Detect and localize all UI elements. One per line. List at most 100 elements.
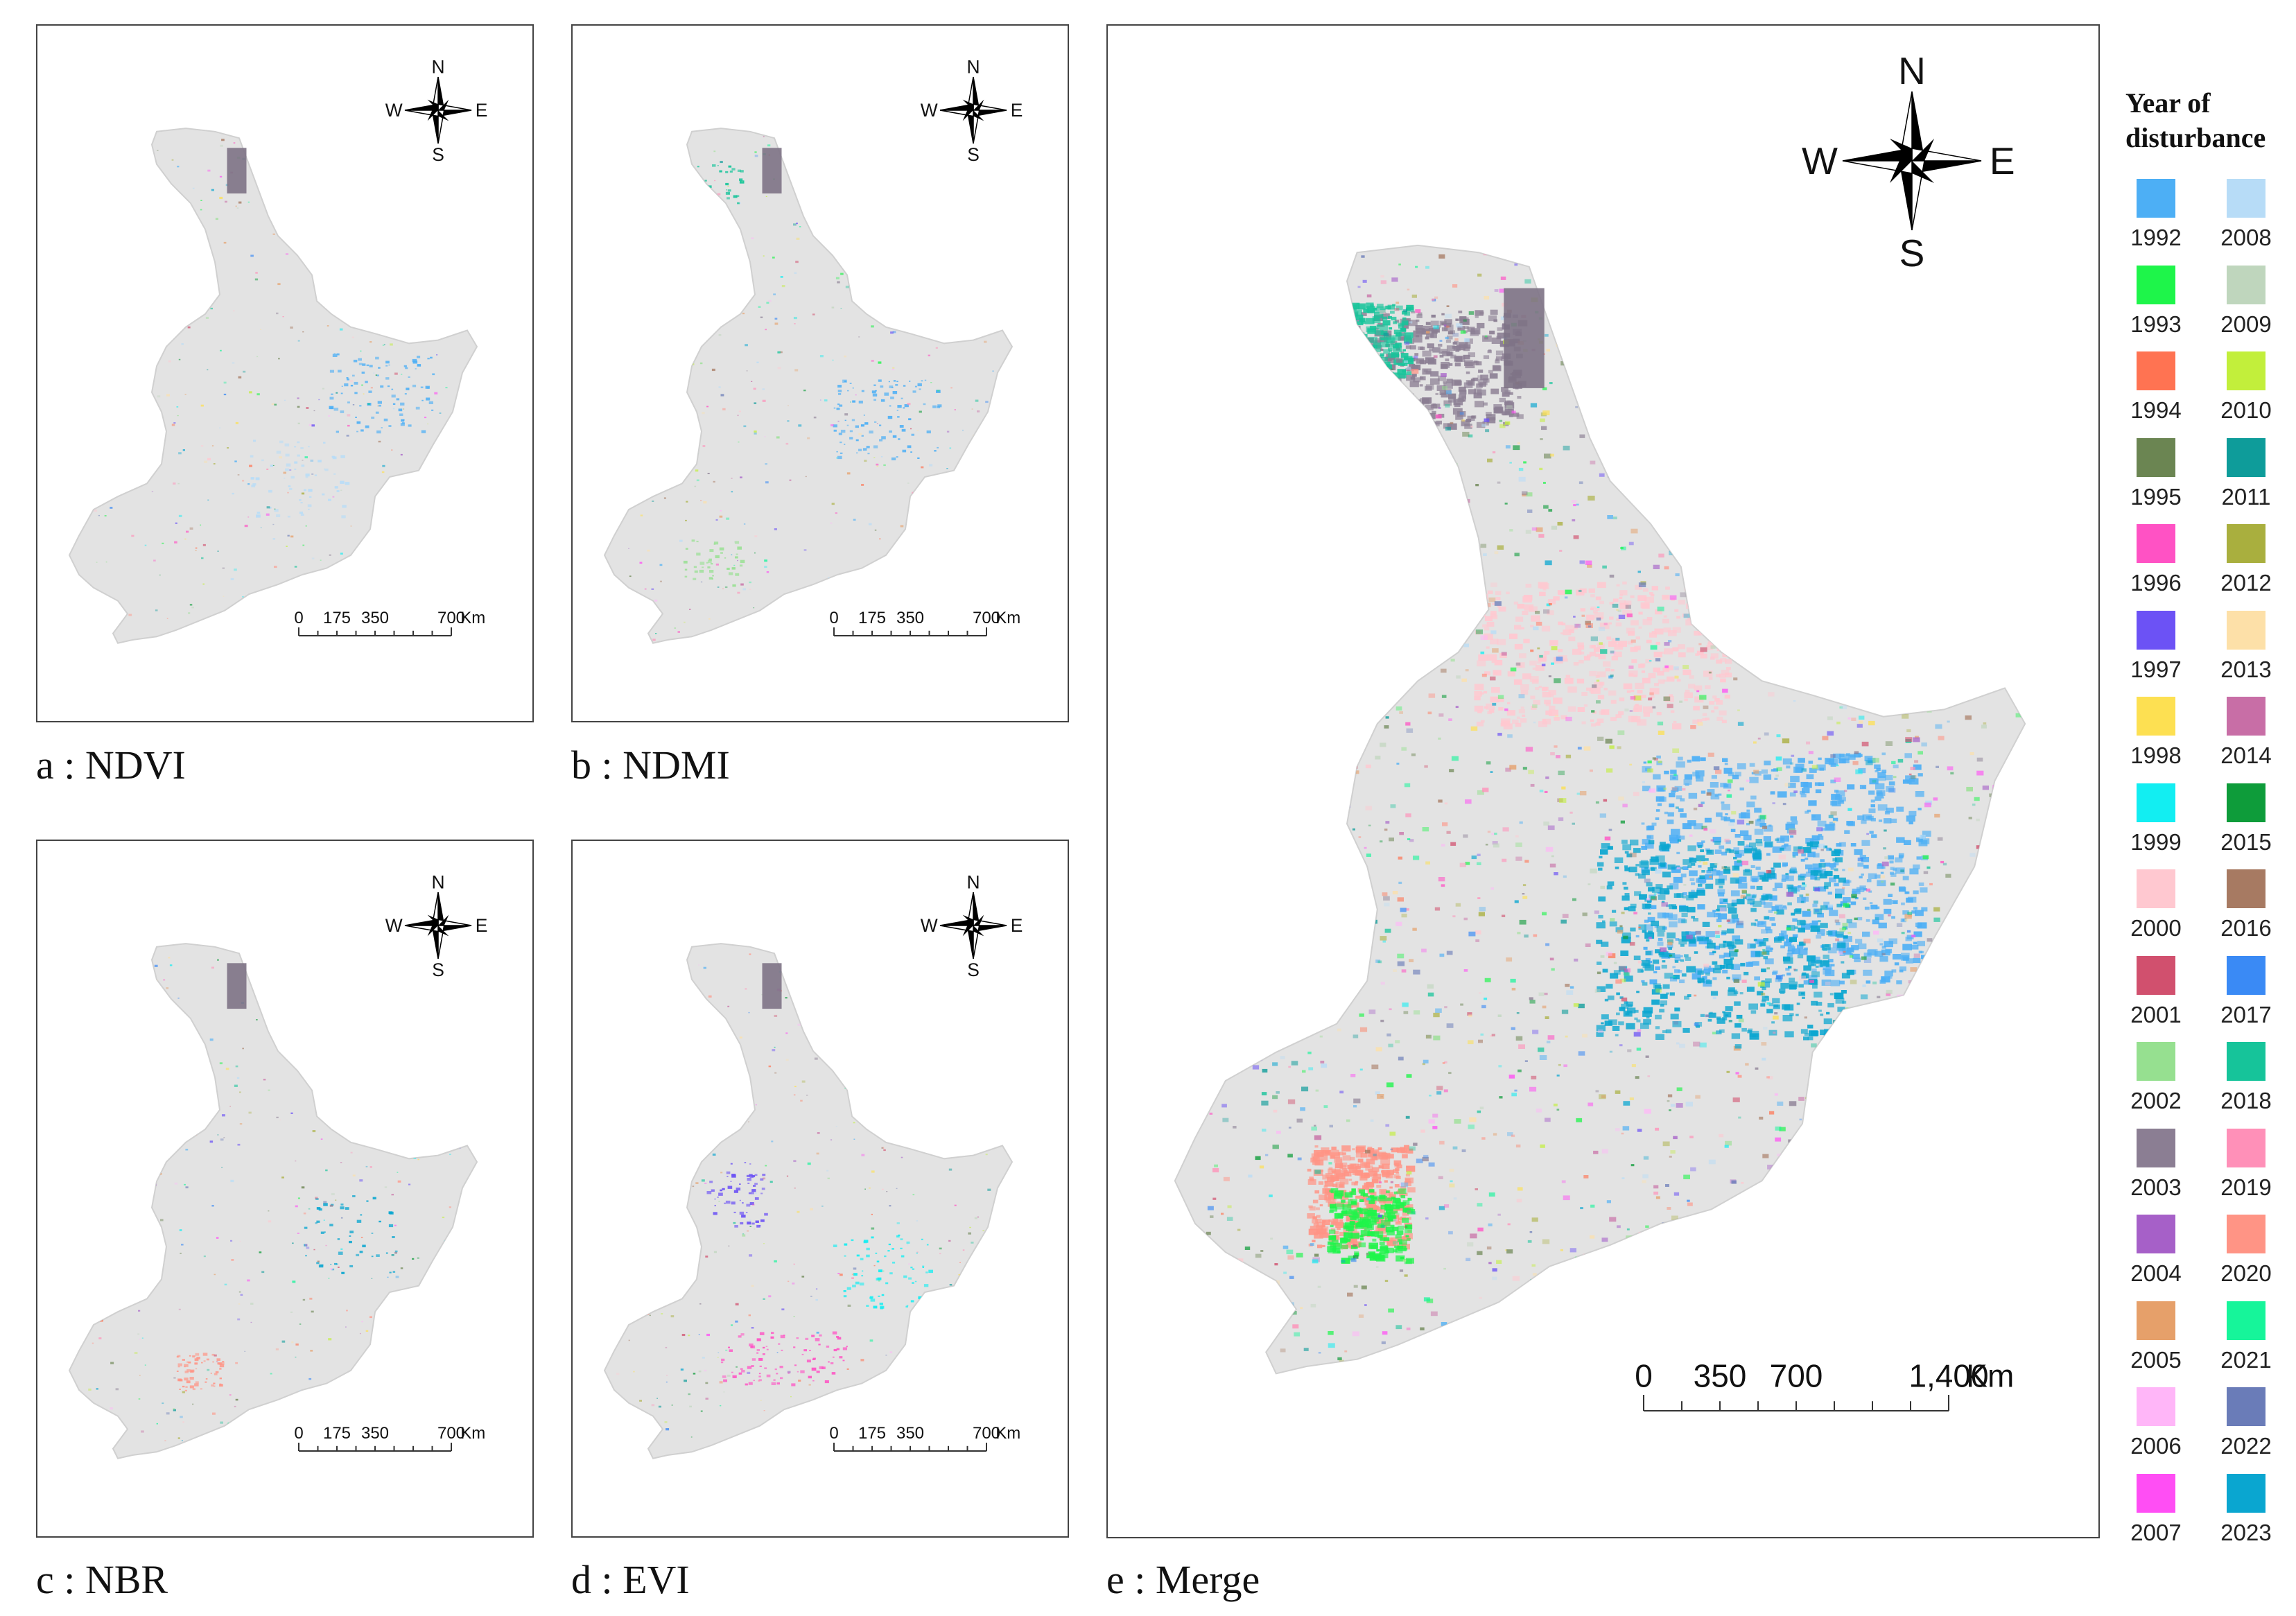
legend-swatch	[2227, 610, 2265, 650]
legend-item-1993: 1993	[2121, 265, 2191, 338]
compass-w-label: W	[921, 100, 938, 121]
legend-year-label: 2007	[2130, 1519, 2182, 1545]
scale-unit-label: Km	[1966, 1358, 2014, 1394]
legend-year-label: 2018	[2220, 1088, 2272, 1113]
legend-swatch	[2137, 1473, 2175, 1513]
legend-item-2002: 2002	[2121, 1042, 2191, 1114]
legend-year-label: 1999	[2130, 828, 2182, 855]
compass-s-label: S	[967, 144, 980, 165]
compass-w-label: W	[921, 915, 938, 936]
scale-tick-label: 350	[361, 1424, 389, 1443]
region-outline	[603, 128, 1014, 644]
legend-item-2005: 2005	[2121, 1301, 2191, 1373]
compass-n-label: N	[966, 56, 980, 77]
legend-year-label: 2010	[2220, 397, 2272, 423]
scale-tick-label: 350	[361, 609, 389, 627]
scale-unit-label: Km	[995, 609, 1020, 627]
legend-title-line2: disturbance	[2125, 122, 2266, 153]
legend-year-label: 2023	[2220, 1519, 2272, 1545]
compass-n-label: N	[1898, 49, 1926, 92]
scale-tick-label: 175	[858, 609, 886, 627]
legend-year-label: 2003	[2130, 1174, 2182, 1200]
legend-item-2012: 2012	[2211, 524, 2281, 596]
legend-year-label: 2004	[2130, 1260, 2182, 1286]
legend-item-1994: 1994	[2121, 351, 2191, 424]
scale-tick-label: 175	[858, 1424, 886, 1443]
legend-item-2020: 2020	[2211, 1215, 2281, 1287]
legend-year-label: 2005	[2130, 1346, 2182, 1373]
legend-year-label: 2019	[2220, 1174, 2272, 1200]
legend-swatch	[2137, 437, 2175, 477]
disturbance-block-2003	[1504, 288, 1545, 388]
disturbance-block-2003	[227, 148, 247, 194]
legend-swatch	[2137, 1128, 2175, 1167]
legend-item-2022: 2022	[2211, 1387, 2281, 1459]
legend-year-label: 2011	[2221, 483, 2271, 510]
legend-swatch	[2137, 524, 2175, 563]
legend-year-label: 1993	[2130, 311, 2182, 337]
legend-year-label: 2008	[2220, 225, 2272, 250]
legend-swatch	[2227, 179, 2265, 218]
legend-swatch	[2227, 1128, 2265, 1167]
legend-item-2007: 2007	[2121, 1473, 2191, 1546]
legend-year-label: 2009	[2220, 311, 2272, 337]
caption-b: b : NDMI	[571, 742, 730, 788]
legend-title: Year of disturbance	[2125, 86, 2265, 155]
scale-unit-label: Km	[460, 609, 485, 627]
legend-item-2016: 2016	[2211, 869, 2281, 941]
scale-tick-label: 350	[1694, 1358, 1747, 1394]
scale-tick-label: 0	[829, 1424, 838, 1443]
legend-swatch	[2227, 1301, 2265, 1340]
north-arrow-compass: N S E W	[921, 56, 1023, 164]
scale-tick-label: 350	[896, 1424, 924, 1443]
legend-swatch	[2137, 265, 2175, 304]
panel-c-nbr-map: N S E W 0 175 350 700 Km	[36, 840, 534, 1538]
legend-swatch	[2227, 1042, 2265, 1081]
legend-swatch	[2137, 1042, 2175, 1081]
compass-s-label: S	[432, 144, 444, 165]
legend-swatch	[2137, 1301, 2175, 1340]
caption-a: a : NDVI	[36, 742, 186, 788]
legend-item-2009: 2009	[2211, 265, 2281, 338]
scale-tick-label: 700	[1770, 1358, 1823, 1394]
legend-year-label: 1997	[2130, 656, 2182, 682]
scale-tick-label: 175	[323, 1424, 351, 1443]
caption-e: e : Merge	[1106, 1557, 1260, 1602]
compass-s-label: S	[432, 959, 444, 980]
legend-year-label: 2022	[2220, 1433, 2272, 1459]
panel-d-evi-map: N S E W 0 175 350 700 Km	[571, 840, 1069, 1538]
legend-item-1997: 1997	[2121, 610, 2191, 683]
compass-s-label: S	[1899, 232, 1925, 275]
compass-w-label: W	[385, 915, 403, 936]
scale-tick-label: 1,400	[1908, 1358, 1988, 1394]
scale-tick-label: 350	[896, 609, 924, 627]
north-arrow-compass: N S E W	[385, 56, 488, 164]
panel-a-ndvi-map: N S E W 0 175 350 700 Km	[36, 24, 534, 722]
caption-d: d : EVI	[571, 1557, 690, 1602]
legend-year-label: 1992	[2130, 225, 2182, 250]
legend-item-2003: 2003	[2121, 1128, 2191, 1201]
legend-year-label: 2015	[2220, 828, 2272, 855]
legend-swatch	[2227, 783, 2265, 822]
legend-swatch	[2137, 783, 2175, 822]
legend-item-2019: 2019	[2211, 1128, 2281, 1201]
compass-s-label: S	[967, 959, 980, 980]
legend-year-label: 1995	[2130, 483, 2182, 510]
legend-year-label: 2016	[2220, 915, 2272, 941]
legend-year-label: 2013	[2220, 656, 2272, 682]
legend-item-2021: 2021	[2211, 1301, 2281, 1373]
legend-swatch	[2227, 351, 2265, 390]
legend-item-1992: 1992	[2121, 179, 2191, 251]
north-arrow-compass: N S E W	[1802, 49, 2015, 275]
legend-item-2006: 2006	[2121, 1387, 2191, 1459]
legend-swatch	[2137, 179, 2175, 218]
region-outline	[1174, 244, 2026, 1375]
scale-unit-label: Km	[995, 1424, 1020, 1443]
legend-swatch	[2227, 437, 2265, 477]
scale-tick-label: 0	[294, 609, 303, 627]
